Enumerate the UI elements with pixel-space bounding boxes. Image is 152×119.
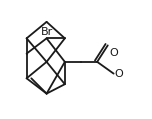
Text: Br: Br bbox=[40, 27, 53, 37]
Text: O: O bbox=[114, 69, 123, 79]
Text: O: O bbox=[109, 48, 118, 58]
